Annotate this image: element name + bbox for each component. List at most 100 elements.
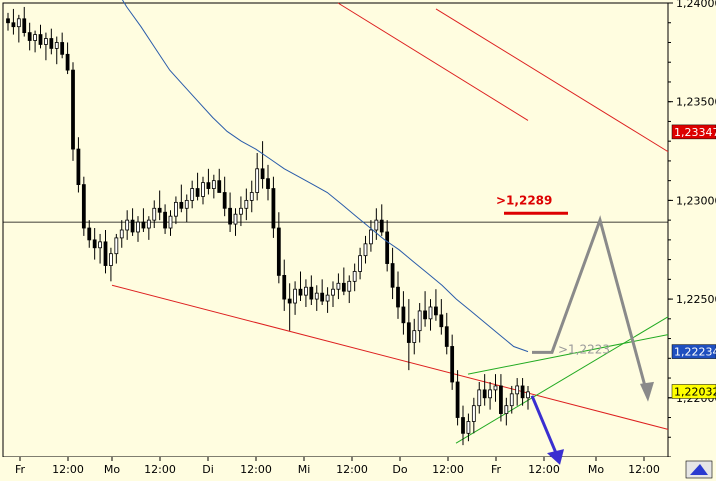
x-tick-label: 12:00: [52, 463, 84, 476]
price-badge: [671, 384, 716, 399]
x-tick-label: Fr: [491, 463, 502, 476]
candle-body: [255, 168, 260, 193]
x-tick-label: 12:00: [528, 463, 560, 476]
candle-body: [27, 32, 32, 41]
time-axis-band: [0, 457, 716, 481]
price-badge-label: 1,22032: [674, 385, 716, 398]
x-tick-label: 12:00: [240, 463, 272, 476]
candle-body: [71, 69, 75, 150]
candle-body: [174, 201, 178, 217]
candle-body: [325, 294, 330, 302]
candle-body: [152, 207, 157, 221]
candle-body: [136, 221, 140, 233]
candle-body: [103, 241, 108, 266]
candle-body: [239, 207, 243, 215]
candle-body: [87, 227, 92, 241]
red-channel-line-upper-1: [337, 2, 529, 121]
candle-body: [38, 34, 43, 45]
x-tick-label: 12:00: [336, 463, 368, 476]
candle-body: [482, 389, 487, 399]
price-badge-label: 1,23347: [674, 126, 716, 139]
candle-body: [168, 215, 173, 229]
annotation-resistance-label: >1,2289: [496, 193, 552, 207]
candle-body: [195, 188, 200, 197]
x-tick-label: Mo: [588, 463, 604, 476]
candle-body: [363, 243, 368, 257]
candle-body: [81, 184, 86, 229]
x-tick-label: Mo: [104, 463, 120, 476]
candle-body: [244, 199, 249, 209]
price-badge: [671, 344, 716, 359]
candle-body: [22, 18, 27, 34]
blue-arrow-shaft: [530, 395, 558, 454]
candle-body: [298, 288, 303, 296]
candle-body: [369, 229, 373, 245]
candle-body: [450, 346, 455, 383]
candle-body: [385, 231, 390, 264]
red-support-line: [111, 284, 669, 430]
candle-body: [146, 219, 151, 229]
green-resistance-line: [467, 334, 669, 375]
candle-body: [309, 286, 314, 300]
price-badge: [671, 124, 716, 140]
candle-body: [347, 280, 352, 292]
candle-body: [92, 239, 97, 249]
candle-body: [314, 292, 319, 300]
candle-body: [336, 282, 341, 290]
y-tick-label: 1,23000: [676, 194, 716, 207]
candle-body: [477, 389, 482, 407]
candle-body: [455, 381, 460, 418]
candle-body: [6, 18, 10, 24]
y-tick-label: 1,23500: [676, 96, 716, 109]
y-tick-label: 1,22500: [676, 293, 716, 306]
candle-body: [428, 306, 433, 320]
candle-body: [266, 178, 270, 189]
x-tick-label: 12:00: [144, 463, 176, 476]
candle-body: [184, 199, 189, 209]
candle-body: [114, 237, 119, 255]
candle-body: [65, 53, 70, 71]
candle-body: [163, 211, 167, 229]
candle-body: [471, 405, 476, 422]
x-tick-label: Do: [392, 463, 407, 476]
candle-body: [60, 42, 65, 55]
candle-body: [141, 221, 146, 229]
candle-body: [401, 306, 406, 324]
candle-body: [11, 22, 16, 28]
candle-body: [304, 286, 308, 296]
candle-body: [499, 385, 503, 414]
candle-body: [358, 255, 362, 272]
candle-body: [76, 148, 81, 185]
candle-body: [509, 393, 514, 407]
candle-body: [130, 219, 135, 233]
candle-body: [125, 219, 130, 231]
candle-body: [444, 326, 449, 347]
x-tick-label: Di: [202, 463, 214, 476]
x-tick-label: 12:00: [628, 463, 660, 476]
plot-area: [2, 2, 669, 458]
candle-body: [206, 182, 211, 189]
x-tick-label: Fr: [15, 463, 26, 476]
grey-scenario-path: [532, 215, 648, 391]
x-tick-label: 12:00: [432, 463, 464, 476]
candle-body: [293, 288, 297, 304]
candlesticks: [6, 6, 530, 446]
scroll-corner-icon: [685, 460, 713, 479]
candle-body: [201, 182, 205, 197]
candle-body: [249, 192, 254, 201]
candle-body: [109, 253, 113, 266]
price-badge-label: 1,22234: [674, 346, 716, 359]
candle-body: [341, 282, 346, 292]
candle-body: [228, 207, 232, 225]
candle-body: [211, 180, 216, 189]
annotation-grey-label: >1,2223: [558, 342, 610, 356]
moving-average-line: [121, 0, 529, 353]
corner-triangle-icon: [690, 464, 708, 475]
candle-body: [466, 421, 471, 434]
candle-body: [217, 180, 222, 193]
candle-body: [331, 288, 335, 296]
candle-body: [390, 263, 395, 288]
candle-body: [119, 229, 124, 239]
candle-body: [271, 188, 276, 229]
